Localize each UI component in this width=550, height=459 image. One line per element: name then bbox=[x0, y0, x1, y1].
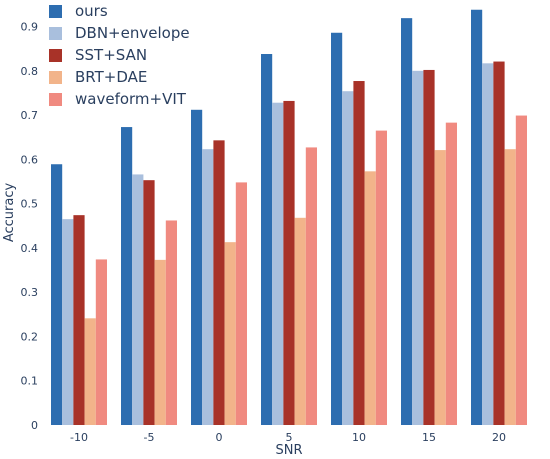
bar-waveform-vit-0 bbox=[235, 182, 247, 425]
bar-ours--5 bbox=[121, 127, 133, 425]
y-tick-label: 0.9 bbox=[21, 21, 39, 34]
bar-ours--10 bbox=[51, 164, 63, 426]
legend-label: BRT+DAE bbox=[75, 68, 147, 86]
bar-ours-10 bbox=[331, 32, 343, 425]
bar-waveform-vit-10 bbox=[375, 130, 387, 425]
legend-label: DBN+envelope bbox=[75, 24, 190, 42]
y-tick-label: 0 bbox=[31, 419, 38, 432]
legend: ours DBN+envelope SST+SAN BRT+DAE waveform+V… bbox=[49, 2, 190, 108]
y-tick-label: 0.4 bbox=[21, 242, 39, 255]
bar-waveform-vit--5 bbox=[165, 220, 177, 425]
y-tick-label: 0.3 bbox=[21, 286, 39, 299]
x-tick-label: 20 bbox=[492, 431, 506, 444]
x-tick-label: 10 bbox=[352, 431, 366, 444]
bar-ours-15 bbox=[401, 18, 413, 426]
bar-ours-5 bbox=[261, 54, 273, 425]
bar-sst-san-5 bbox=[283, 100, 295, 425]
bar-dbn-envelope--10 bbox=[62, 219, 74, 425]
bar-brt-dae-20 bbox=[504, 149, 516, 425]
bar-ours-20 bbox=[471, 9, 483, 426]
x-tick-label: 0 bbox=[216, 431, 223, 444]
bar-waveform-vit--10 bbox=[95, 259, 107, 425]
bar-brt-dae-10 bbox=[364, 171, 376, 425]
y-tick-label: 0.1 bbox=[21, 375, 39, 388]
bar-waveform-vit-20 bbox=[515, 115, 527, 426]
bar-sst-san--10 bbox=[73, 215, 85, 425]
x-axis-title: SNR bbox=[275, 443, 302, 458]
y-tick-label: 0.2 bbox=[21, 330, 39, 343]
bar-sst-san--5 bbox=[143, 180, 155, 425]
bar-waveform-vit-15 bbox=[445, 122, 457, 425]
legend-label: SST+SAN bbox=[75, 46, 147, 64]
bar-brt-dae-0 bbox=[224, 242, 236, 425]
bars-layer bbox=[51, 9, 527, 426]
y-tick-label: 0.7 bbox=[21, 109, 39, 122]
bar-brt-dae-15 bbox=[434, 150, 446, 425]
x-axis-ticks: -10 -5 0 5 10 15 20 bbox=[70, 431, 506, 444]
legend-swatch bbox=[49, 5, 62, 18]
bar-dbn-envelope-15 bbox=[412, 70, 424, 425]
bar-sst-san-0 bbox=[213, 140, 225, 425]
legend-swatch bbox=[49, 71, 62, 84]
legend-label: waveform+VIT bbox=[75, 90, 187, 108]
legend-label: ours bbox=[75, 2, 108, 20]
x-tick-label: -5 bbox=[144, 431, 155, 444]
bar-dbn-envelope-10 bbox=[342, 91, 354, 425]
bar-waveform-vit-5 bbox=[305, 147, 317, 426]
bar-brt-dae--10 bbox=[84, 318, 96, 425]
y-axis-title: Accuracy bbox=[2, 183, 17, 243]
x-tick-label: 15 bbox=[422, 431, 436, 444]
y-axis-ticks: 0 0.1 0.2 0.3 0.4 0.5 0.6 0.7 0.8 0.9 bbox=[21, 21, 39, 432]
bar-sst-san-10 bbox=[353, 81, 365, 426]
y-tick-label: 0.5 bbox=[21, 198, 39, 211]
bar-sst-san-20 bbox=[493, 61, 505, 425]
bar-dbn-envelope-20 bbox=[482, 63, 494, 426]
legend-swatch bbox=[49, 93, 62, 106]
y-tick-label: 0.8 bbox=[21, 65, 39, 78]
bar-brt-dae--5 bbox=[154, 259, 166, 425]
x-tick-label: 5 bbox=[286, 431, 293, 444]
bar-dbn-envelope-5 bbox=[272, 102, 284, 426]
bar-ours-0 bbox=[191, 109, 203, 425]
x-tick-label: -10 bbox=[70, 431, 88, 444]
y-tick-label: 0.6 bbox=[21, 153, 39, 166]
legend-swatch bbox=[49, 49, 62, 62]
bar-sst-san-15 bbox=[423, 69, 435, 425]
bar-dbn-envelope--5 bbox=[132, 174, 144, 425]
bar-brt-dae-5 bbox=[294, 217, 306, 425]
legend-swatch bbox=[49, 27, 62, 40]
bar-dbn-envelope-0 bbox=[202, 149, 214, 425]
